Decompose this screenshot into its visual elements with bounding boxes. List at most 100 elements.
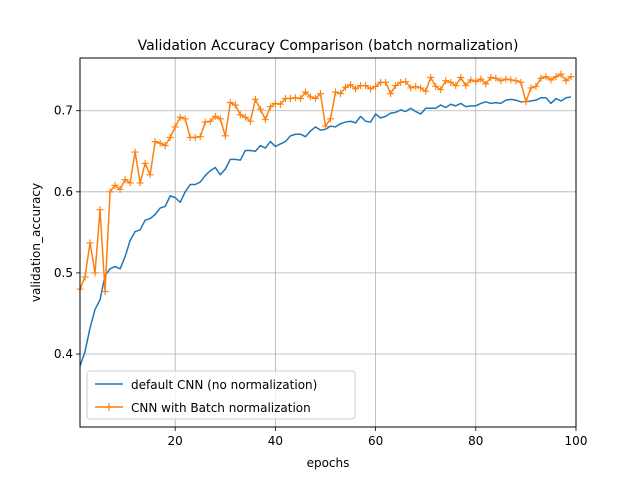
data-point bbox=[452, 82, 460, 90]
data-point bbox=[151, 138, 159, 146]
x-tick-label: 100 bbox=[565, 434, 588, 448]
y-tick-label: 0.4 bbox=[54, 347, 73, 361]
data-point bbox=[512, 77, 520, 85]
data-point bbox=[221, 132, 229, 140]
data-point bbox=[387, 90, 395, 98]
data-point bbox=[141, 159, 149, 167]
data-point bbox=[251, 95, 259, 103]
data-point bbox=[422, 87, 430, 95]
data-point bbox=[472, 78, 480, 86]
data-point bbox=[427, 73, 435, 81]
data-point bbox=[196, 133, 204, 141]
data-point bbox=[231, 101, 239, 109]
data-point bbox=[306, 93, 314, 101]
y-tick-label: 0.7 bbox=[54, 104, 73, 118]
data-point bbox=[482, 80, 490, 88]
data-point bbox=[517, 78, 525, 86]
data-point bbox=[81, 273, 89, 281]
data-point bbox=[216, 115, 224, 123]
data-point bbox=[201, 118, 209, 126]
data-point bbox=[542, 73, 550, 81]
data-point bbox=[236, 111, 244, 119]
data-point bbox=[347, 81, 355, 89]
series-layer bbox=[76, 70, 575, 367]
data-point bbox=[402, 78, 410, 86]
chart-title: Validation Accuracy Comparison (batch no… bbox=[138, 38, 519, 54]
data-point bbox=[467, 76, 475, 84]
data-point bbox=[271, 99, 279, 107]
data-point bbox=[176, 113, 184, 121]
data-point bbox=[437, 86, 445, 94]
data-point bbox=[86, 239, 94, 247]
x-tick-label: 20 bbox=[168, 434, 183, 448]
series-batchnorm bbox=[76, 70, 575, 296]
data-point bbox=[337, 90, 345, 98]
data-point bbox=[327, 115, 335, 123]
data-point bbox=[311, 95, 319, 103]
data-point bbox=[557, 70, 565, 78]
data-point bbox=[301, 88, 309, 96]
data-point bbox=[316, 90, 324, 98]
data-point bbox=[487, 73, 495, 81]
data-point bbox=[261, 116, 269, 124]
data-point bbox=[321, 122, 329, 130]
data-point bbox=[136, 179, 144, 187]
data-point bbox=[121, 176, 129, 184]
data-point bbox=[362, 82, 370, 90]
data-point bbox=[457, 73, 465, 81]
x-axis-label: epochs bbox=[307, 456, 350, 470]
data-point bbox=[291, 94, 299, 102]
data-point bbox=[442, 77, 450, 85]
data-point bbox=[502, 75, 510, 83]
data-point bbox=[562, 77, 570, 85]
data-point bbox=[161, 142, 169, 150]
data-point bbox=[166, 133, 174, 141]
data-point bbox=[126, 179, 134, 187]
data-point bbox=[96, 206, 104, 214]
data-point bbox=[552, 73, 560, 81]
legend: default CNN (no normalization) CNN with … bbox=[86, 370, 356, 420]
data-point bbox=[191, 133, 199, 141]
y-tick-label: 0.5 bbox=[54, 266, 73, 280]
data-point bbox=[146, 171, 154, 179]
data-point bbox=[397, 78, 405, 86]
data-point bbox=[507, 76, 515, 84]
data-point bbox=[522, 98, 530, 106]
data-point bbox=[492, 74, 500, 82]
data-point bbox=[412, 82, 420, 90]
data-point bbox=[116, 185, 124, 193]
data-point bbox=[106, 188, 114, 196]
data-point bbox=[246, 117, 254, 125]
data-point bbox=[407, 84, 415, 92]
data-point bbox=[296, 95, 304, 103]
grid-layer bbox=[80, 58, 577, 427]
data-point bbox=[91, 269, 99, 277]
data-point bbox=[156, 139, 164, 147]
legend-marker-batchnorm bbox=[105, 403, 113, 411]
data-point bbox=[131, 148, 139, 156]
data-point bbox=[527, 84, 535, 92]
data-point bbox=[537, 74, 545, 82]
data-point bbox=[372, 82, 380, 90]
data-point bbox=[447, 78, 455, 86]
y-tick-label: 0.6 bbox=[54, 185, 73, 199]
data-point bbox=[206, 117, 214, 125]
data-point bbox=[462, 82, 470, 90]
data-point bbox=[497, 77, 505, 85]
data-point bbox=[226, 99, 234, 107]
data-point bbox=[332, 88, 340, 96]
x-tick-label: 60 bbox=[368, 434, 383, 448]
data-point bbox=[532, 82, 540, 90]
data-point bbox=[111, 181, 119, 189]
data-point bbox=[392, 82, 400, 90]
data-point bbox=[367, 85, 375, 93]
data-point bbox=[211, 112, 219, 120]
data-point bbox=[276, 100, 284, 108]
data-point bbox=[171, 123, 179, 131]
legend-label-default: default CNN (no normalization) bbox=[131, 378, 317, 392]
plot-frame bbox=[79, 57, 577, 428]
x-tick-label: 80 bbox=[468, 434, 483, 448]
data-point bbox=[477, 75, 485, 83]
